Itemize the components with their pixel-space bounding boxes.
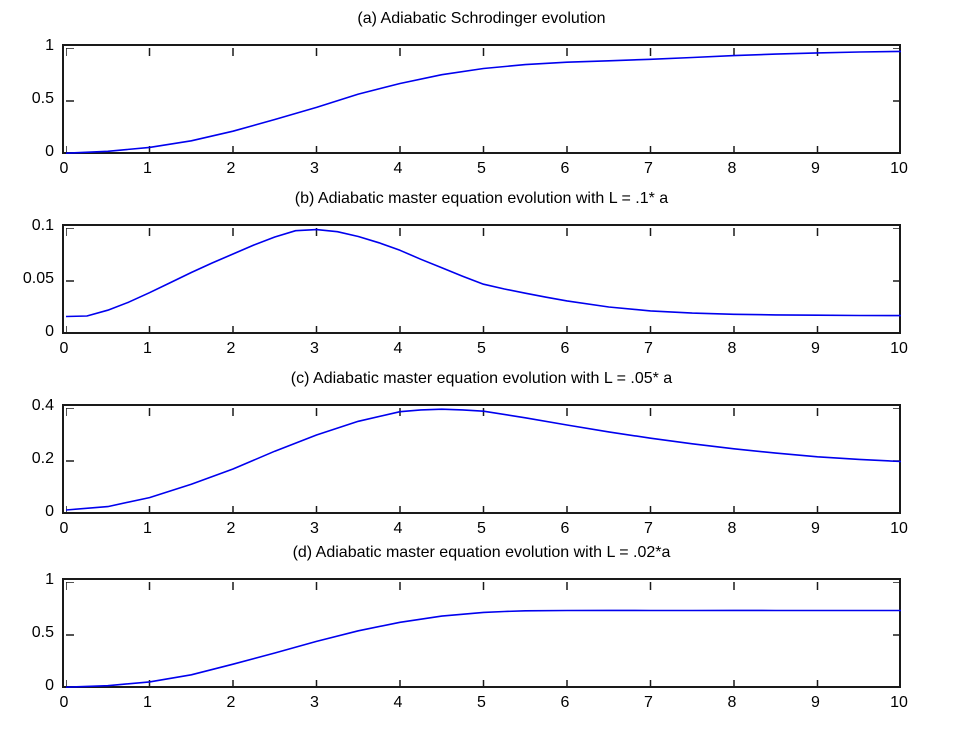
panel-a-curve-svg — [66, 48, 901, 154]
panel-a-plot-box — [62, 44, 901, 154]
x-tick-label: 0 — [59, 340, 69, 357]
x-tick-label: 9 — [811, 520, 820, 537]
x-tick-label: 3 — [310, 160, 319, 177]
x-tick-label: 10 — [890, 160, 908, 177]
x-tick-label: 0 — [59, 694, 69, 711]
x-tick-label: 2 — [226, 340, 236, 357]
y-tick-label: 0.5 — [31, 90, 54, 107]
x-tick-label: 8 — [727, 160, 737, 177]
x-tick-label: 7 — [644, 694, 653, 711]
y-tick-label: 0.4 — [31, 397, 54, 414]
panel-d-plot-area: 0 0.5 1 0 1 2 3 4 5 6 7 8 9 10 — [32, 571, 908, 711]
curve-line — [66, 50, 901, 154]
x-tick-label: 0 — [59, 160, 69, 177]
x-tick-label: 7 — [644, 520, 653, 537]
panel-d: (d) Adiabatic master equation evolution … — [0, 542, 954, 711]
x-tick-label: 6 — [560, 520, 570, 537]
x-tick-label: 9 — [811, 340, 820, 357]
panel-a-title: (a) Adiabatic Schrodinger evolution — [357, 10, 606, 27]
x-tick-label: 5 — [477, 160, 486, 177]
x-tick-label: 7 — [644, 340, 653, 357]
x-tick-label: 8 — [727, 694, 737, 711]
x-tick-label: 8 — [727, 340, 737, 357]
panel-b-curve-svg — [66, 228, 901, 334]
panel-d-plot-box — [62, 578, 901, 688]
y-tick-label: 0 — [45, 677, 54, 694]
y-tick-label: 0 — [45, 323, 54, 340]
x-tick-label: 6 — [560, 694, 570, 711]
x-tick-label: 2 — [226, 694, 236, 711]
x-tick-label: 5 — [477, 340, 486, 357]
x-tick-label: 1 — [143, 340, 152, 357]
y-tick-label: 0.1 — [31, 217, 54, 234]
x-tick-label: 2 — [226, 520, 236, 537]
panel-b: (b) Adiabatic master equation evolution … — [0, 188, 954, 357]
x-tick-label: 7 — [644, 160, 653, 177]
y-tick-label: 1 — [45, 37, 54, 54]
curve-line — [66, 408, 901, 511]
panel-d-curve-svg — [66, 582, 901, 688]
x-tick-label: 10 — [890, 520, 908, 537]
y-tick-label: 0 — [45, 143, 54, 160]
panel-b-title: (b) Adiabatic master equation evolution … — [294, 190, 669, 207]
panel-b-plot-box — [62, 224, 901, 334]
x-tick-label: 5 — [477, 520, 486, 537]
x-tick-label: 8 — [727, 520, 737, 537]
panel-b-plot-area: 0 0.05 0.1 0 1 2 3 4 5 6 7 8 9 10 — [23, 217, 908, 357]
x-tick-label: 4 — [393, 694, 403, 711]
x-tick-label: 2 — [226, 160, 236, 177]
x-tick-label: 4 — [393, 520, 403, 537]
panel-a-plot-area: 0 0.5 1 0 1 2 3 4 5 6 7 8 9 10 — [32, 37, 908, 177]
x-tick-label: 5 — [477, 694, 486, 711]
x-tick-label: 1 — [143, 694, 152, 711]
x-tick-label: 1 — [143, 520, 152, 537]
curve-line — [66, 228, 901, 318]
y-tick-label: 0.05 — [22, 270, 54, 287]
x-tick-label: 3 — [310, 694, 319, 711]
y-tick-label: 0 — [45, 503, 54, 520]
y-tick-label: 0.5 — [31, 624, 54, 641]
x-tick-label: 4 — [393, 160, 403, 177]
x-tick-label: 9 — [811, 694, 820, 711]
x-tick-label: 3 — [310, 340, 319, 357]
panel-c-title: (c) Adiabatic master equation evolution … — [290, 370, 673, 387]
x-tick-label: 3 — [310, 520, 319, 537]
x-tick-label: 6 — [560, 160, 570, 177]
x-tick-label: 10 — [890, 340, 908, 357]
x-tick-label: 6 — [560, 340, 570, 357]
x-tick-label: 0 — [59, 520, 69, 537]
panel-c-curve-svg — [66, 408, 901, 514]
panel-c-plot-box — [62, 404, 901, 514]
panel-c-plot-area: 0 0.2 0.4 0 1 2 3 4 5 6 7 8 9 10 — [32, 397, 908, 537]
curve-line — [66, 609, 901, 688]
panel-d-title: (d) Adiabatic master equation evolution … — [292, 544, 671, 561]
y-tick-label: 1 — [45, 571, 54, 588]
panel-a: (a) Adiabatic Schrodinger evolution 0 0.5… — [0, 8, 954, 177]
y-tick-label: 0.2 — [31, 450, 54, 467]
x-tick-label: 9 — [811, 160, 820, 177]
x-tick-label: 1 — [143, 160, 152, 177]
x-tick-label: 4 — [393, 340, 403, 357]
panel-c: (c) Adiabatic master equation evolution … — [0, 368, 954, 537]
x-tick-label: 10 — [890, 694, 908, 711]
